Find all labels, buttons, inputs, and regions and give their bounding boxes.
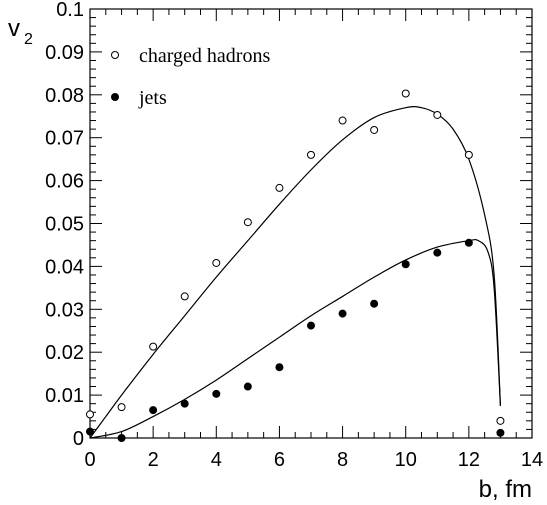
data-point-charged-hadrons [338, 116, 347, 125]
data-point-jets [433, 248, 442, 257]
data-point-charged-hadrons [275, 183, 284, 192]
data-point-jets [149, 406, 158, 415]
data-point-charged-hadrons [433, 110, 442, 119]
data-point-charged-hadrons [180, 292, 189, 301]
x-tick-label: 0 [84, 449, 95, 471]
axis-tick-labels: 0 2 4 6 8 10 12 14 0 0.01 0.02 0.03 0.04 0.05 0.06 0.07… [45, 0, 543, 471]
legend-marker-charged-hadrons [111, 51, 119, 59]
x-tick-label: 12 [458, 449, 480, 471]
plot-frame [89, 8, 533, 439]
y-axis-title-main: v [8, 15, 20, 42]
y-tick-label: 0.05 [45, 214, 84, 236]
x-tick-label: 2 [148, 449, 159, 471]
data-point-charged-hadrons [370, 125, 379, 134]
x-tick-label: 4 [211, 449, 222, 471]
data-point-jets [370, 299, 379, 308]
x-tick-label: 8 [337, 449, 348, 471]
y-tick-label: 0.04 [45, 256, 84, 278]
data-point-jets [338, 309, 347, 318]
y-tick-label: 0.08 [45, 85, 84, 107]
legend-marker-jets [111, 93, 119, 101]
data-point-charged-hadrons [86, 410, 94, 419]
data-point-jets [117, 434, 126, 442]
fit-curve-jets [89, 238, 502, 439]
axis-ticks [89, 8, 533, 439]
data-point-charged-hadrons [401, 89, 410, 98]
data-point-jets [275, 363, 284, 372]
x-tick-label: 10 [395, 449, 417, 471]
y-tick-label: 0.02 [45, 342, 84, 364]
legend-label-jets: jets [138, 87, 167, 109]
x-axis-title: b, fm [479, 476, 532, 503]
y-tick-label: 0.07 [45, 128, 84, 150]
data-point-charged-hadrons [307, 150, 315, 159]
data-point-jets [496, 428, 505, 437]
y-tick-label: 0.01 [45, 385, 84, 407]
data-point-jets [401, 260, 410, 269]
data-point-charged-hadrons [117, 403, 126, 412]
y-axis-title-subscript: 2 [24, 31, 33, 48]
data-point-charged-hadrons [496, 416, 505, 425]
y-tick-label: 0.06 [45, 171, 84, 193]
data-point-charged-hadrons [149, 342, 158, 351]
data-point-jets [464, 238, 473, 247]
legend-label-charged-hadrons: charged hadrons [139, 45, 270, 67]
data-point-charged-hadrons [464, 150, 473, 159]
fit-curves [89, 106, 502, 439]
y-tick-label: 0.09 [45, 42, 84, 64]
data-point-jets [212, 389, 221, 398]
y-axis-title: v 2 [8, 15, 33, 48]
data-point-charged-hadrons [212, 258, 221, 267]
fit-curve-charged-hadrons [89, 106, 502, 439]
data-points [86, 89, 505, 442]
data-point-jets [307, 321, 315, 330]
y-tick-label: 0.03 [45, 299, 84, 321]
y-tick-label: 0.1 [56, 0, 84, 21]
legend: charged hadrons jets [111, 45, 270, 109]
x-tick-label: 6 [274, 449, 285, 471]
y-tick-label: 0 [73, 428, 84, 450]
data-point-charged-hadrons [243, 218, 252, 227]
x-tick-label: 14 [521, 449, 543, 471]
data-point-jets [243, 382, 252, 391]
data-point-jets [86, 427, 94, 436]
data-point-jets [180, 399, 189, 408]
